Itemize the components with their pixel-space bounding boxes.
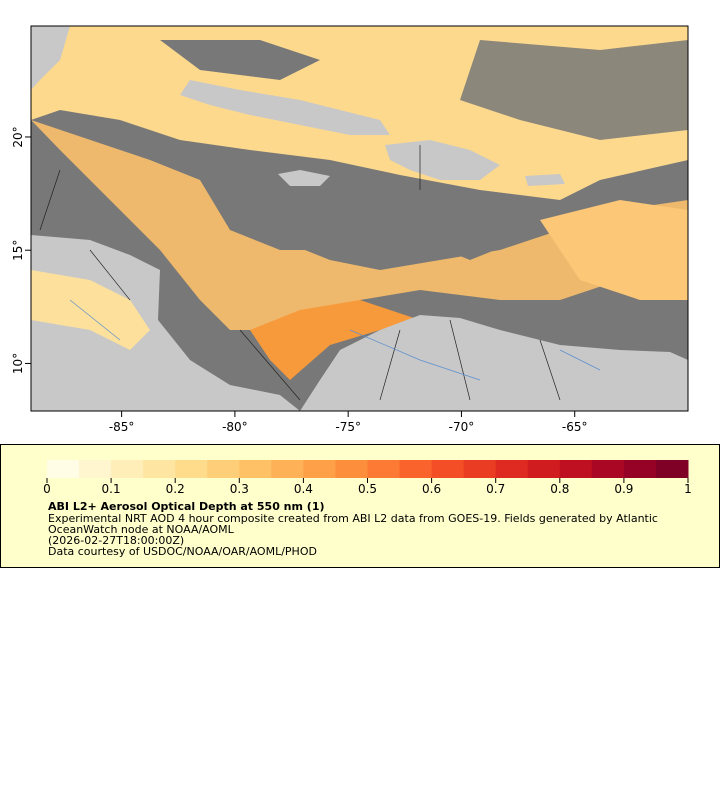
colorbar-swatch bbox=[335, 460, 368, 478]
legend-title: ABI L2+ Aerosol Optical Depth at 550 nm … bbox=[48, 500, 325, 513]
note: Experimental NRT AOD 4 hour composite cr… bbox=[48, 512, 658, 525]
colorbar-swatch bbox=[239, 460, 272, 478]
colorbar-swatch bbox=[463, 460, 497, 478]
colorbar-swatch bbox=[591, 460, 625, 478]
x-tick-label: -80° bbox=[222, 420, 248, 434]
colorbar-tick-label: 0.3 bbox=[230, 482, 249, 496]
axes: -85° -80° -75° -70° -65° 10° 15° 20° bbox=[11, 126, 588, 434]
colorbar-tick-label: 0.7 bbox=[486, 482, 505, 496]
colorbar-swatch bbox=[143, 460, 176, 478]
colorbar-tick-label: 1 bbox=[684, 482, 692, 496]
colorbar-tick-label: 0.5 bbox=[358, 482, 377, 496]
colorbar-swatch bbox=[271, 460, 304, 478]
x-tick-label: -70° bbox=[449, 420, 475, 434]
colorbar-swatch bbox=[431, 460, 465, 478]
note: Data courtesy of USDOC/NOAA/OAR/AOML/PHO… bbox=[48, 545, 317, 558]
colorbar-tick-label: 0.9 bbox=[614, 482, 633, 496]
colorbar-swatch bbox=[111, 460, 144, 478]
note: (2026-02-27T18:00:00Z) bbox=[48, 534, 184, 547]
colorbar-swatch bbox=[655, 460, 689, 478]
colorbar-tick-label: 0.1 bbox=[102, 482, 121, 496]
colorbar-swatch bbox=[79, 460, 112, 478]
y-tick-label: 20° bbox=[11, 126, 25, 147]
y-tick-label: 15° bbox=[11, 240, 25, 261]
colorbar-tick-label: 0.2 bbox=[166, 482, 185, 496]
colorbar-tick-label: 0.6 bbox=[422, 482, 441, 496]
colorbar-swatch bbox=[623, 460, 657, 478]
colorbar-swatch bbox=[527, 460, 561, 478]
colorbar-swatch bbox=[303, 460, 336, 478]
colorbar-swatch bbox=[207, 460, 240, 478]
map-frame bbox=[30, 25, 689, 412]
map-image bbox=[31, 26, 688, 411]
x-tick-label: -75° bbox=[335, 420, 361, 434]
x-tick-label: -65° bbox=[562, 420, 588, 434]
colorbar-swatch bbox=[367, 460, 401, 478]
colorbar-swatch bbox=[495, 460, 529, 478]
x-tick-label: -85° bbox=[109, 420, 135, 434]
colorbar-tick-label: 0 bbox=[43, 482, 51, 496]
colorbar-tick-label: 0.4 bbox=[294, 482, 313, 496]
colorbar-tick-label: 0.8 bbox=[550, 482, 569, 496]
note: OceanWatch node at NOAA/AOML bbox=[48, 523, 235, 536]
y-tick-label: 10° bbox=[11, 353, 25, 374]
colorbar-swatch bbox=[399, 460, 433, 478]
colorbar: 0 0.1 0.2 0.3 0.4 0.5 0.6 0.7 0.8 0.9 1 bbox=[43, 460, 692, 496]
colorbar-swatch bbox=[47, 460, 80, 478]
colorbar-swatch bbox=[175, 460, 208, 478]
colorbar-swatch bbox=[559, 460, 593, 478]
